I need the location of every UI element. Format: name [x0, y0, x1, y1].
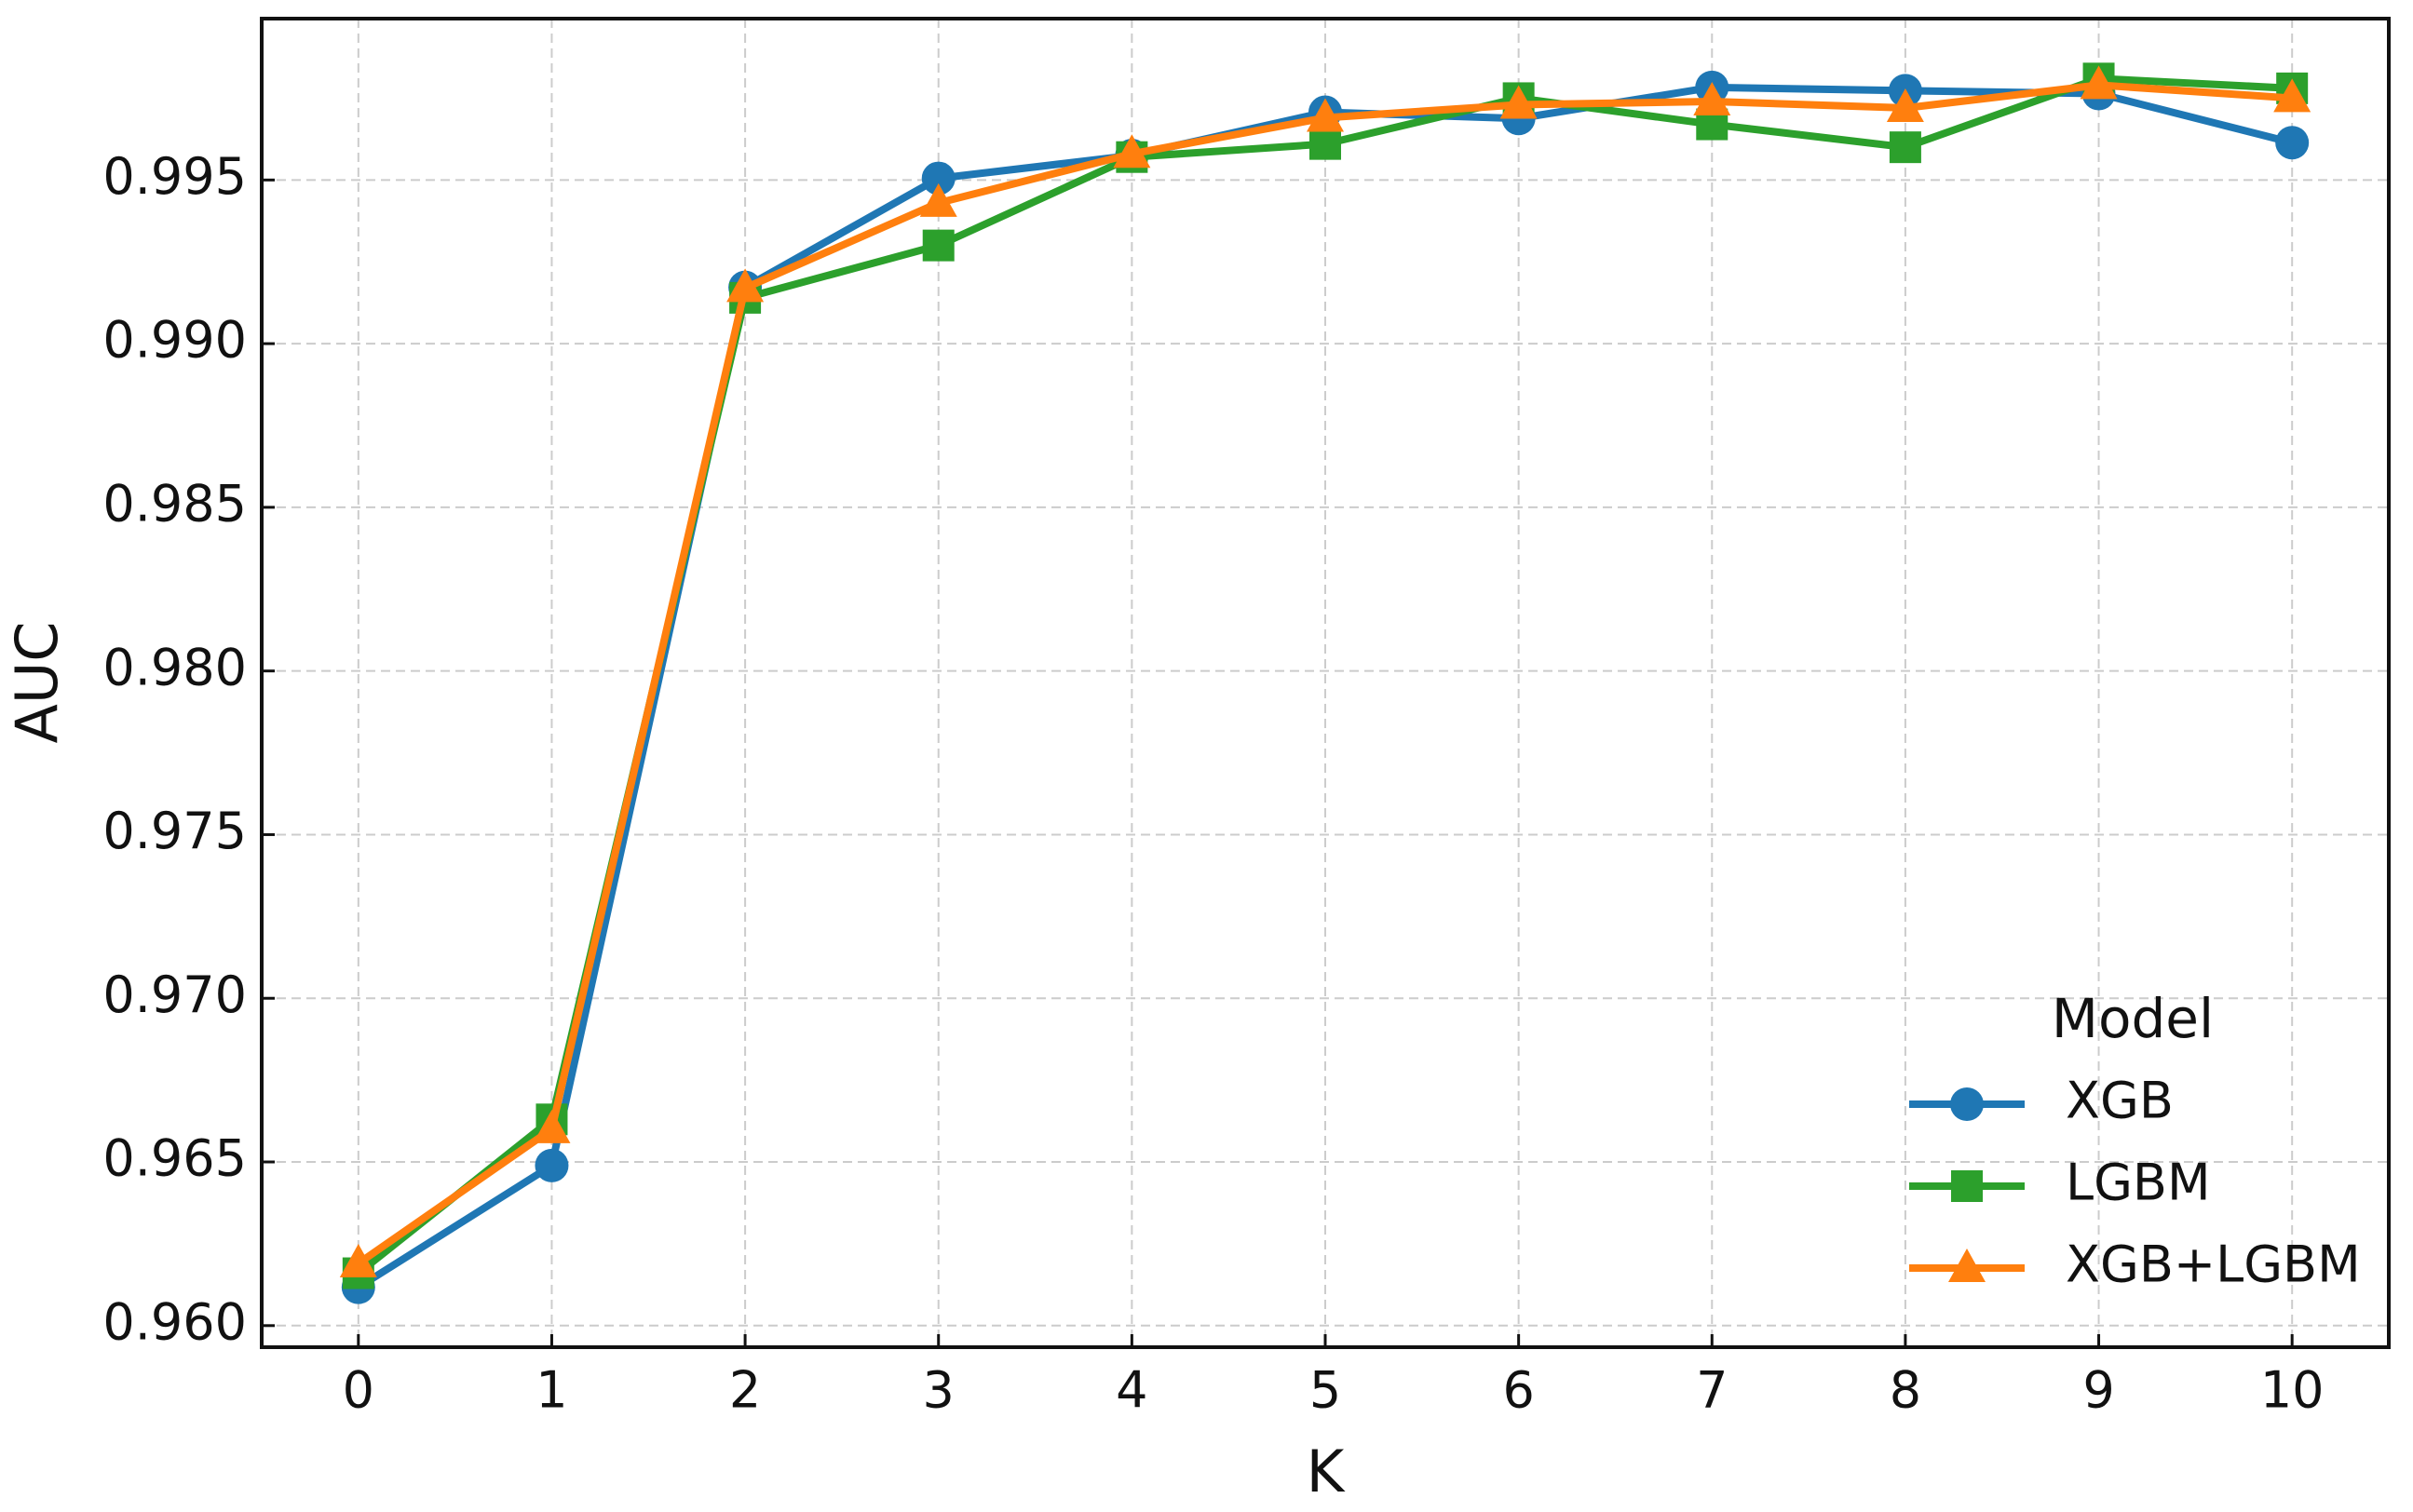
- x-tick-label: 6: [1502, 1361, 1534, 1420]
- legend-title: Model: [2052, 987, 2214, 1050]
- marker: [1309, 128, 1341, 160]
- legend-label: LGBM: [2066, 1154, 2211, 1212]
- marker: [921, 161, 956, 196]
- y-tick-label: 0.980: [102, 638, 247, 696]
- marker: [1693, 81, 1731, 115]
- marker: [1113, 134, 1151, 169]
- plot-frame: [260, 17, 2391, 1349]
- x-axis-label: K: [1307, 1438, 1346, 1505]
- marker: [1886, 88, 1924, 122]
- y-tick-label: 0.985: [102, 475, 247, 533]
- x-tick-label: 8: [1890, 1361, 1921, 1420]
- y-tick-label: 0.960: [102, 1292, 247, 1351]
- marker: [1951, 1170, 1983, 1202]
- marker: [2275, 126, 2310, 160]
- x-tick-label: 3: [923, 1361, 955, 1420]
- marker: [533, 1109, 571, 1143]
- x-tick-label: 10: [2260, 1361, 2325, 1420]
- marker: [2273, 78, 2311, 113]
- marker: [339, 1243, 377, 1277]
- marker: [535, 1148, 569, 1182]
- marker: [1499, 85, 1538, 119]
- y-tick-label: 0.990: [102, 311, 247, 370]
- legend-label: XGB: [2066, 1072, 2174, 1130]
- x-tick-label: 2: [729, 1361, 761, 1420]
- marker: [919, 182, 957, 217]
- marker: [1307, 98, 1344, 132]
- marker: [922, 229, 955, 262]
- y-tick-label: 0.975: [102, 802, 247, 860]
- marker: [1948, 1249, 1986, 1282]
- x-tick-label: 9: [2082, 1361, 2114, 1420]
- marker: [1889, 131, 1921, 164]
- y-tick-label: 0.965: [102, 1129, 247, 1188]
- marker: [1950, 1087, 1984, 1121]
- x-tick-label: 4: [1116, 1361, 1147, 1420]
- y-axis-label: AUC: [3, 621, 71, 743]
- x-tick-label: 7: [1696, 1361, 1728, 1420]
- y-tick-label: 0.970: [102, 965, 247, 1024]
- marker: [2080, 65, 2118, 100]
- x-tick-label: 0: [343, 1361, 374, 1420]
- marker: [726, 268, 765, 303]
- y-tick-label: 0.995: [102, 147, 247, 206]
- x-tick-label: 5: [1309, 1361, 1341, 1420]
- legend-label: XGB+LGBM: [2066, 1235, 2361, 1294]
- x-tick-label: 1: [535, 1361, 567, 1420]
